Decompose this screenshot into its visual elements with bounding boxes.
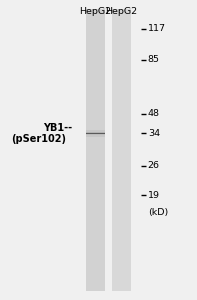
- Text: (pSer102): (pSer102): [11, 134, 66, 144]
- Text: 85: 85: [148, 56, 160, 64]
- Text: 26: 26: [148, 161, 160, 170]
- Text: 34: 34: [148, 129, 160, 138]
- Text: 117: 117: [148, 24, 166, 33]
- Bar: [86, 9, 105, 291]
- Text: 48: 48: [148, 110, 160, 118]
- Text: HepG2: HepG2: [105, 8, 137, 16]
- Bar: [112, 9, 130, 291]
- Text: YB1--: YB1--: [43, 123, 72, 134]
- Text: 19: 19: [148, 190, 160, 200]
- Text: (kD): (kD): [148, 208, 168, 217]
- Text: HepG2: HepG2: [79, 8, 112, 16]
